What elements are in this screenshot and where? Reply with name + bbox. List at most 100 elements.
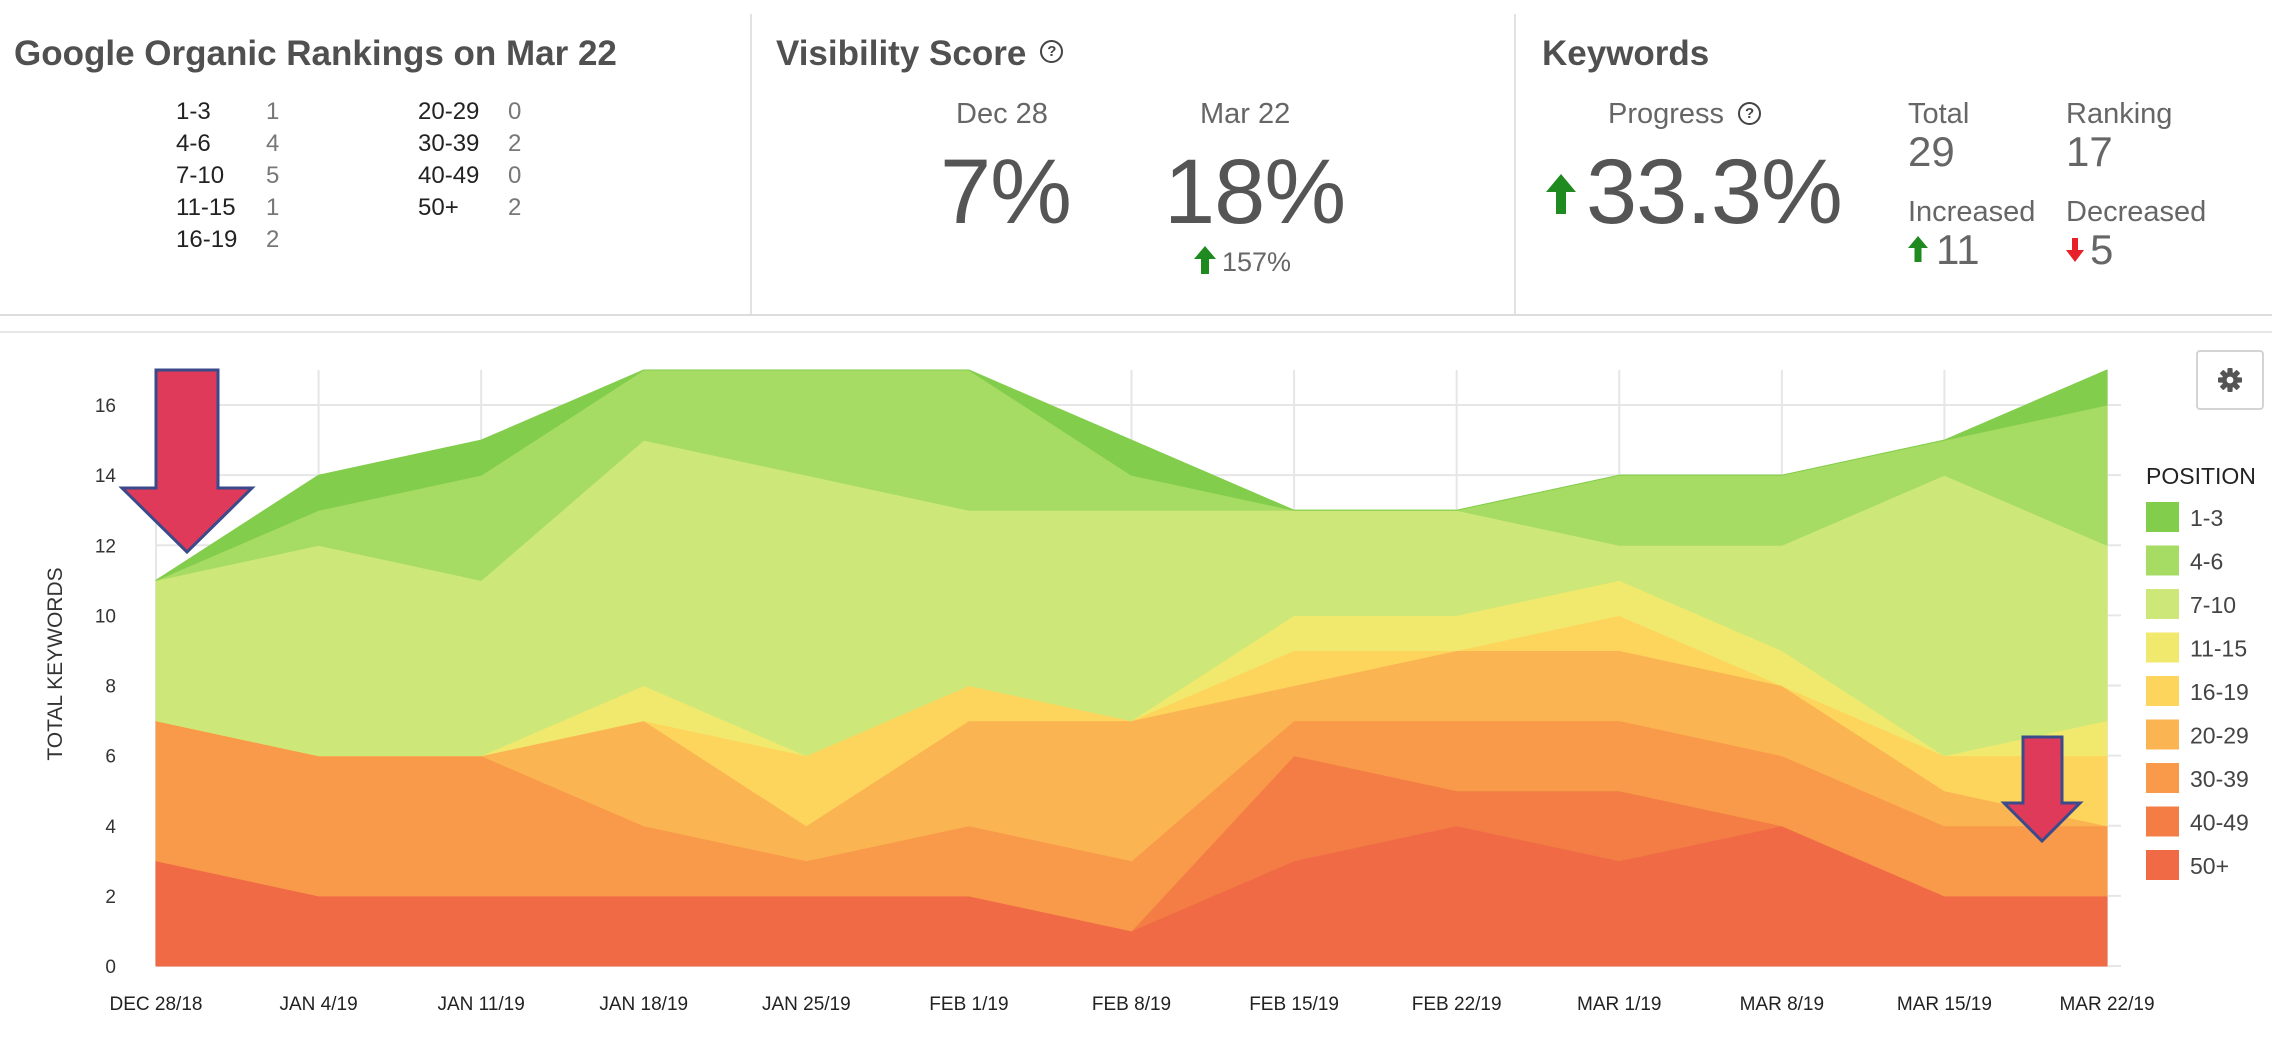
- legend-label: 1-3: [2190, 505, 2223, 531]
- x-tick-label: FEB 22/19: [1412, 994, 1502, 1015]
- ranking-range: 40-49: [418, 162, 480, 189]
- legend-swatch: [2146, 763, 2179, 793]
- help-icon[interactable]: ?: [1040, 40, 1064, 64]
- y-tick-label: 10: [95, 606, 116, 627]
- panel-divider: [750, 14, 752, 314]
- x-tick-label: DEC 28/18: [110, 994, 203, 1015]
- ranking-count: 2: [266, 226, 280, 253]
- legend-title: POSITION: [2146, 463, 2256, 489]
- x-tick-label: MAR 15/19: [1897, 994, 1992, 1015]
- visibility-title: Visibility Score?: [776, 34, 1064, 74]
- total-label: Total: [1908, 98, 1970, 130]
- up-arrow-icon: [1908, 236, 1928, 262]
- ranking-range: 50+: [418, 194, 459, 221]
- ranking-value: 17: [2066, 128, 2113, 175]
- rankings-panel: Google Organic Rankings on Mar 22 1-3 1 …: [0, 0, 750, 314]
- rankings-area-chart: 0 2 4 6 8 10 12 14 16 DEC 28/18 JAN 4/19 JAN 11/19…: [44, 368, 2256, 1015]
- ranking-count: 4: [266, 130, 280, 157]
- summary-header: Google Organic Rankings on Mar 22 1-3 1 …: [0, 0, 2272, 316]
- ranking-count: 2: [508, 194, 522, 221]
- x-tick-label: JAN 18/19: [599, 994, 688, 1015]
- ranking-range: 1-3: [176, 98, 211, 125]
- total-value: 29: [1908, 128, 1955, 175]
- increased-value: 11: [1936, 226, 1980, 273]
- area-series-1-3: [155, 369, 2108, 581]
- panel-divider: [1514, 14, 1516, 314]
- ranking-count: 5: [266, 162, 280, 189]
- legend-swatch: [2146, 850, 2179, 880]
- ranking-range: 7-10: [176, 162, 225, 189]
- visibility-change-value: 157%: [1222, 247, 1292, 277]
- legend-swatch: [2146, 589, 2179, 619]
- legend-label: 16-19: [2190, 679, 2249, 705]
- visibility-start-value: 7%: [940, 141, 1072, 243]
- legend-label: 20-29: [2190, 723, 2249, 749]
- legend-swatch: [2146, 632, 2179, 663]
- ranking-count: 1: [266, 194, 280, 221]
- increased-label: Increased: [1908, 196, 2036, 228]
- y-tick-label: 4: [105, 817, 116, 838]
- visibility-change: 157%: [1194, 246, 1291, 278]
- legend-label: 7-10: [2190, 592, 2236, 618]
- up-arrow-icon: [1194, 246, 1216, 274]
- ranking-range: 20-29: [418, 98, 480, 125]
- chart-legend: POSITION 1-3 4-6 7-10 11-15 16-19 20-29 30-39 4…: [2146, 463, 2256, 880]
- gear-icon: [2218, 368, 2242, 392]
- legend-swatch: [2146, 719, 2179, 750]
- progress-label: Progress?: [1608, 98, 1762, 131]
- x-axis-ticks: DEC 28/18 JAN 4/19 JAN 11/19 JAN 18/19 JAN 2…: [110, 994, 2155, 1015]
- legend-label: 4-6: [2190, 549, 2223, 575]
- ranking-range: 16-19: [176, 226, 238, 253]
- y-axis-label: TOTAL KEYWORDS: [44, 567, 67, 760]
- y-tick-label: 2: [105, 887, 116, 908]
- ranking-range: 30-39: [418, 130, 480, 157]
- chart-areas: [155, 369, 2108, 967]
- visibility-start-label: Dec 28: [956, 98, 1048, 130]
- y-tick-label: 0: [105, 957, 116, 978]
- visibility-end-value: 18%: [1164, 141, 1346, 243]
- legend-swatch: [2146, 676, 2179, 706]
- x-tick-label: JAN 25/19: [762, 994, 851, 1015]
- chart-settings-button[interactable]: [2196, 350, 2264, 410]
- legend-swatch: [2146, 806, 2179, 837]
- ranking-count: 1: [266, 98, 280, 125]
- y-tick-label: 6: [105, 747, 116, 768]
- y-axis-ticks: 0 2 4 6 8 10 12 14 16: [95, 396, 117, 978]
- ranking-range: 4-6: [176, 130, 211, 157]
- y-tick-label: 16: [95, 396, 116, 417]
- visibility-end-label: Mar 22: [1200, 98, 1291, 130]
- legend-label: 50+: [2190, 853, 2229, 879]
- ranking-label: Ranking: [2066, 98, 2173, 130]
- x-tick-label: FEB 8/19: [1092, 994, 1171, 1015]
- rankings-title: Google Organic Rankings on Mar 22: [14, 34, 617, 73]
- ranking-count: 2: [508, 130, 522, 157]
- visibility-panel: Visibility Score? Dec 28 7% Mar 22 18% 1…: [752, 0, 1514, 314]
- ranking-count: 0: [508, 162, 522, 189]
- keywords-panel: Keywords Progress? 33.3% Total 29 Rankin…: [1516, 0, 2272, 314]
- y-tick-label: 12: [95, 536, 116, 557]
- y-tick-label: 14: [95, 466, 117, 487]
- y-tick-label: 8: [105, 677, 116, 698]
- decreased-stat: 5: [2066, 226, 2113, 274]
- help-icon[interactable]: ?: [1738, 101, 1762, 125]
- x-tick-label: FEB 1/19: [929, 994, 1008, 1015]
- x-tick-label: MAR 22/19: [2059, 994, 2154, 1015]
- x-tick-label: FEB 15/19: [1249, 994, 1339, 1015]
- decreased-value: 5: [2090, 226, 2114, 273]
- x-tick-label: JAN 4/19: [280, 994, 358, 1015]
- legend-swatch: [2146, 502, 2179, 532]
- down-arrow-icon: [2066, 238, 2084, 262]
- x-tick-label: JAN 11/19: [438, 994, 525, 1015]
- progress-value: 33.3%: [1586, 141, 1843, 243]
- legend-label: 30-39: [2190, 766, 2249, 792]
- up-arrow-icon: [1546, 174, 1576, 214]
- increased-stat: 11: [1908, 226, 1980, 274]
- ranking-range: 11-15: [176, 194, 236, 221]
- annotation-arrow-down: [118, 368, 256, 555]
- annotation-arrow-down: [2000, 735, 2084, 844]
- keywords-title: Keywords: [1542, 34, 1710, 73]
- legend-label: 11-15: [2190, 636, 2247, 662]
- x-tick-label: MAR 1/19: [1577, 994, 1661, 1015]
- header-divider-lower: [0, 331, 2272, 333]
- ranking-count: 0: [508, 98, 522, 125]
